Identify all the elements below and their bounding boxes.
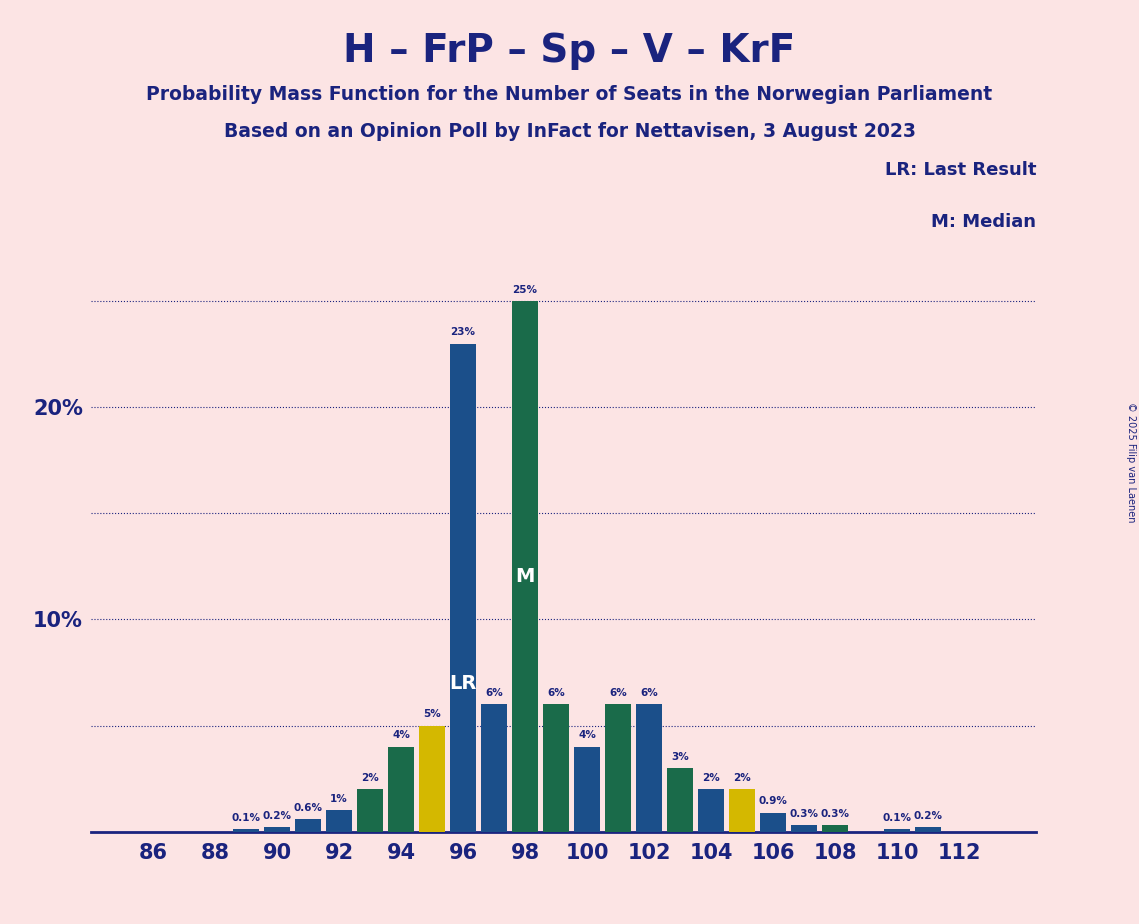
Bar: [295, 819, 321, 832]
Bar: [419, 725, 445, 832]
Text: LR: Last Result: LR: Last Result: [885, 162, 1036, 179]
Text: 4%: 4%: [579, 730, 596, 740]
Text: Based on an Opinion Poll by InFact for Nettavisen, 3 August 2023: Based on an Opinion Poll by InFact for N…: [223, 122, 916, 141]
Text: 0.2%: 0.2%: [263, 811, 292, 821]
Bar: [450, 344, 476, 832]
Bar: [357, 789, 383, 832]
Text: 6%: 6%: [609, 688, 626, 698]
Bar: [543, 704, 570, 832]
Text: 25%: 25%: [513, 285, 538, 295]
Bar: [636, 704, 662, 832]
Text: LR: LR: [450, 674, 477, 693]
Text: 0.1%: 0.1%: [231, 813, 261, 823]
Bar: [822, 825, 849, 832]
Bar: [264, 827, 290, 832]
Bar: [233, 830, 260, 832]
Text: M: M: [515, 567, 534, 587]
Text: H – FrP – Sp – V – KrF: H – FrP – Sp – V – KrF: [343, 32, 796, 70]
Text: 2%: 2%: [361, 772, 379, 783]
Bar: [729, 789, 755, 832]
Bar: [915, 827, 941, 832]
Text: 0.9%: 0.9%: [759, 796, 787, 806]
Text: 0.1%: 0.1%: [883, 813, 911, 823]
Text: 4%: 4%: [392, 730, 410, 740]
Text: 6%: 6%: [640, 688, 658, 698]
Text: 2%: 2%: [702, 772, 720, 783]
Text: © 2025 Filip van Laenen: © 2025 Filip van Laenen: [1126, 402, 1136, 522]
Bar: [388, 747, 415, 832]
Text: 6%: 6%: [547, 688, 565, 698]
Bar: [511, 301, 539, 832]
Bar: [326, 810, 352, 832]
Text: 0.3%: 0.3%: [789, 808, 819, 819]
Text: 6%: 6%: [485, 688, 503, 698]
Text: 0.6%: 0.6%: [294, 803, 322, 812]
Bar: [481, 704, 507, 832]
Bar: [760, 812, 786, 832]
Bar: [605, 704, 631, 832]
Bar: [790, 825, 817, 832]
Text: Probability Mass Function for the Number of Seats in the Norwegian Parliament: Probability Mass Function for the Number…: [147, 85, 992, 104]
Text: 0.3%: 0.3%: [820, 808, 850, 819]
Text: 5%: 5%: [424, 709, 441, 719]
Bar: [574, 747, 600, 832]
Bar: [698, 789, 724, 832]
Text: M: Median: M: Median: [932, 213, 1036, 231]
Bar: [884, 830, 910, 832]
Text: 23%: 23%: [451, 327, 476, 337]
Bar: [666, 768, 694, 832]
Text: 0.2%: 0.2%: [913, 811, 942, 821]
Text: 2%: 2%: [734, 772, 751, 783]
Text: 1%: 1%: [330, 794, 347, 804]
Text: 3%: 3%: [671, 751, 689, 761]
